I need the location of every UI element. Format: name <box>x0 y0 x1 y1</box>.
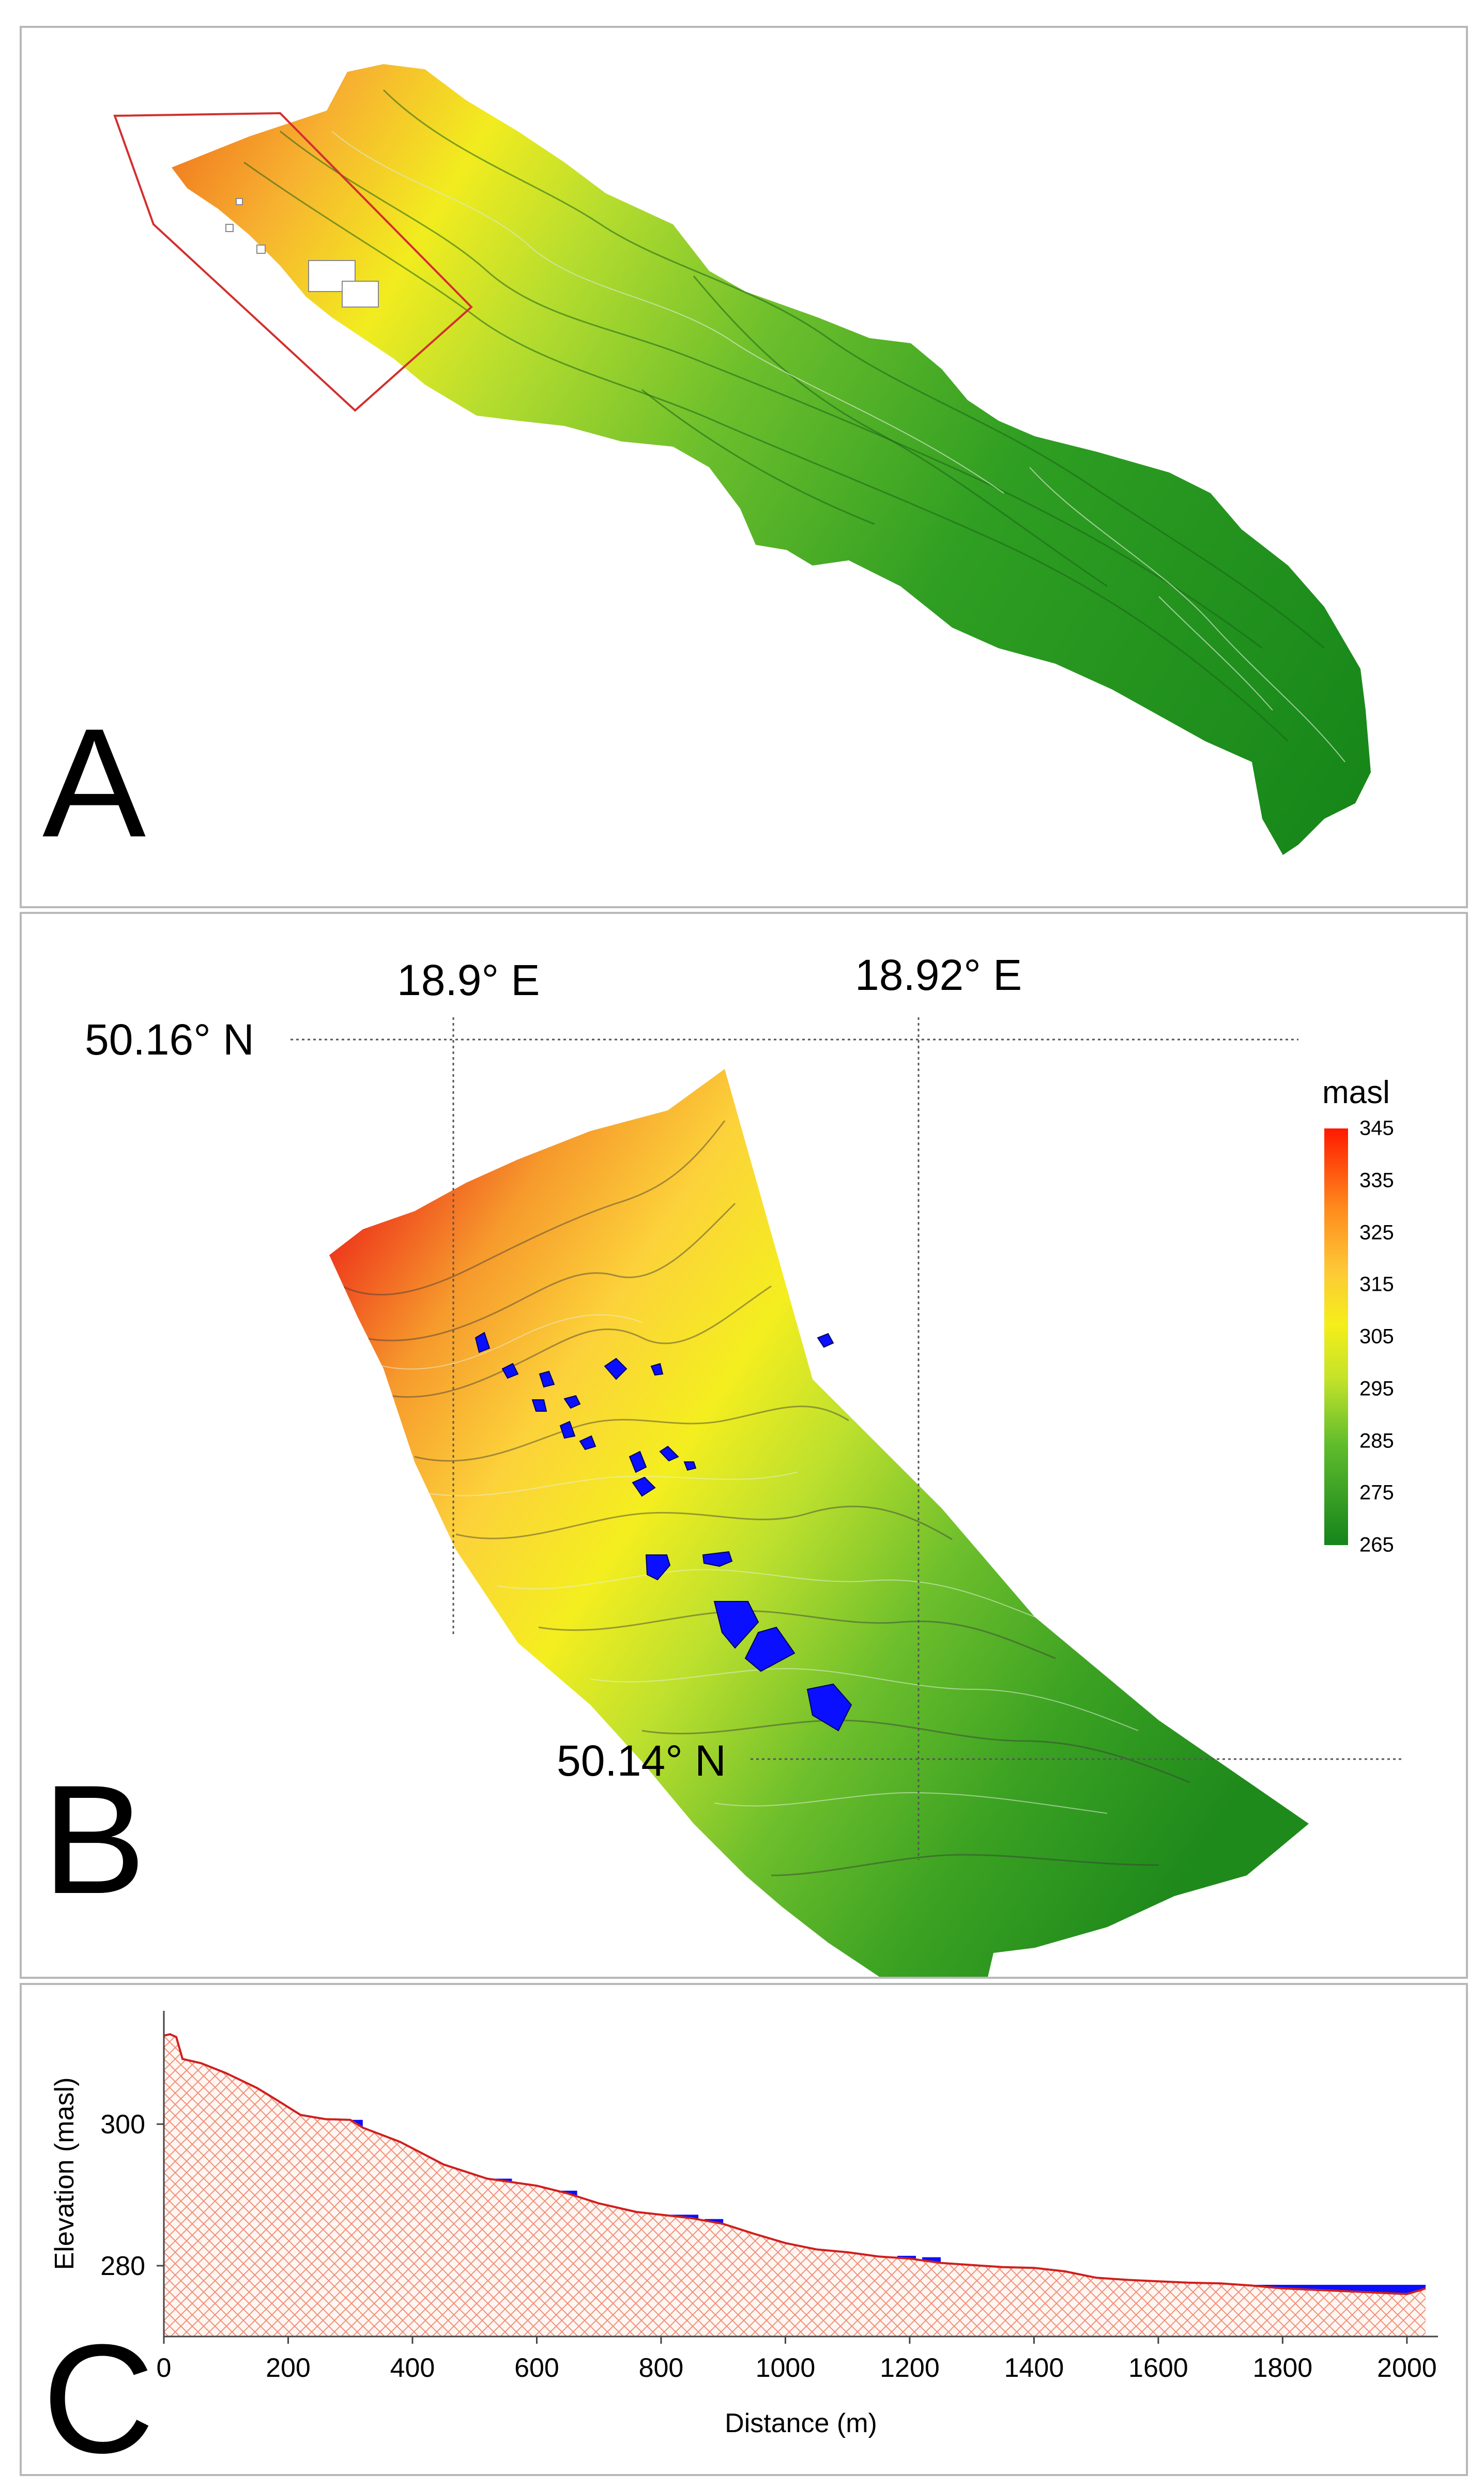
longitude-label-right: 18.92° E <box>855 951 1022 999</box>
latitude-label-bottom: 50.14° N <box>557 1736 726 1785</box>
elevation-legend: masl 345 335 325 315 305 295 285 275 265 <box>1304 1074 1459 1560</box>
terrain-line <box>163 2033 1426 2295</box>
legend-tick-305: 305 <box>1359 1325 1394 1348</box>
panel-letter-a: A <box>42 696 146 869</box>
y-axis-ticks: 280 300 <box>100 2110 164 2281</box>
x-tick-label: 1200 <box>880 2353 940 2383</box>
x-tick-label: 800 <box>639 2353 684 2383</box>
legend-tick-335: 335 <box>1359 1169 1394 1192</box>
x-tick-label: 0 <box>157 2353 172 2383</box>
panel-a: A <box>20 26 1468 908</box>
graticule <box>290 1017 1402 1860</box>
y-axis-title: Elevation (masl) <box>50 2078 80 2270</box>
panel-letter-c: C <box>42 2312 155 2476</box>
legend-tick-275: 275 <box>1359 1481 1394 1504</box>
longitude-label-left: 18.9° E <box>397 956 540 1004</box>
detail-elevation-map <box>290 1017 1402 1977</box>
legend-tick-285: 285 <box>1359 1429 1394 1452</box>
overview-elevation-map <box>113 64 1371 855</box>
elevation-profile-chart: 0 200 400 600 800 1000 1200 1400 1600 1800 2000 28… <box>50 2011 1438 2438</box>
panel-letter-b: B <box>42 1752 146 1926</box>
x-tick-label: 200 <box>266 2353 311 2383</box>
x-tick-label: 1000 <box>756 2353 816 2383</box>
x-axis-title: Distance (m) <box>725 2408 877 2438</box>
x-tick-label: 1800 <box>1253 2353 1313 2383</box>
legend-tick-315: 315 <box>1359 1273 1394 1296</box>
quarry-patches <box>225 198 379 308</box>
y-tick-label: 300 <box>100 2110 145 2140</box>
legend-title: masl <box>1322 1075 1390 1110</box>
x-tick-label: 2000 <box>1377 2353 1437 2383</box>
legend-color-ramp <box>1324 1128 1348 1545</box>
legend-tick-265: 265 <box>1359 1533 1394 1556</box>
x-tick-label: 400 <box>390 2353 435 2383</box>
water-bodies <box>475 1332 852 1732</box>
terrain-area <box>164 2034 1426 2337</box>
latitude-label-top: 50.16° N <box>85 1015 254 1064</box>
legend-tick-325: 325 <box>1359 1221 1394 1244</box>
x-tick-label: 600 <box>514 2353 559 2383</box>
x-tick-label: 1400 <box>1004 2353 1064 2383</box>
x-axis-ticks: 0 200 400 600 800 1000 1200 1400 1600 1800 2000 <box>157 2337 1437 2383</box>
inset-extent-outline <box>113 112 473 412</box>
legend-tick-345: 345 <box>1359 1117 1394 1140</box>
legend-tick-295: 295 <box>1359 1377 1394 1400</box>
panel-b: 18.9° E 18.92° E 50.16° N 50.14° N masl … <box>20 912 1468 1979</box>
x-tick-label: 1600 <box>1128 2353 1188 2383</box>
panel-c: 0 200 400 600 800 1000 1200 1400 1600 1800 2000 28… <box>20 1983 1468 2476</box>
y-tick-label: 280 <box>100 2251 145 2281</box>
